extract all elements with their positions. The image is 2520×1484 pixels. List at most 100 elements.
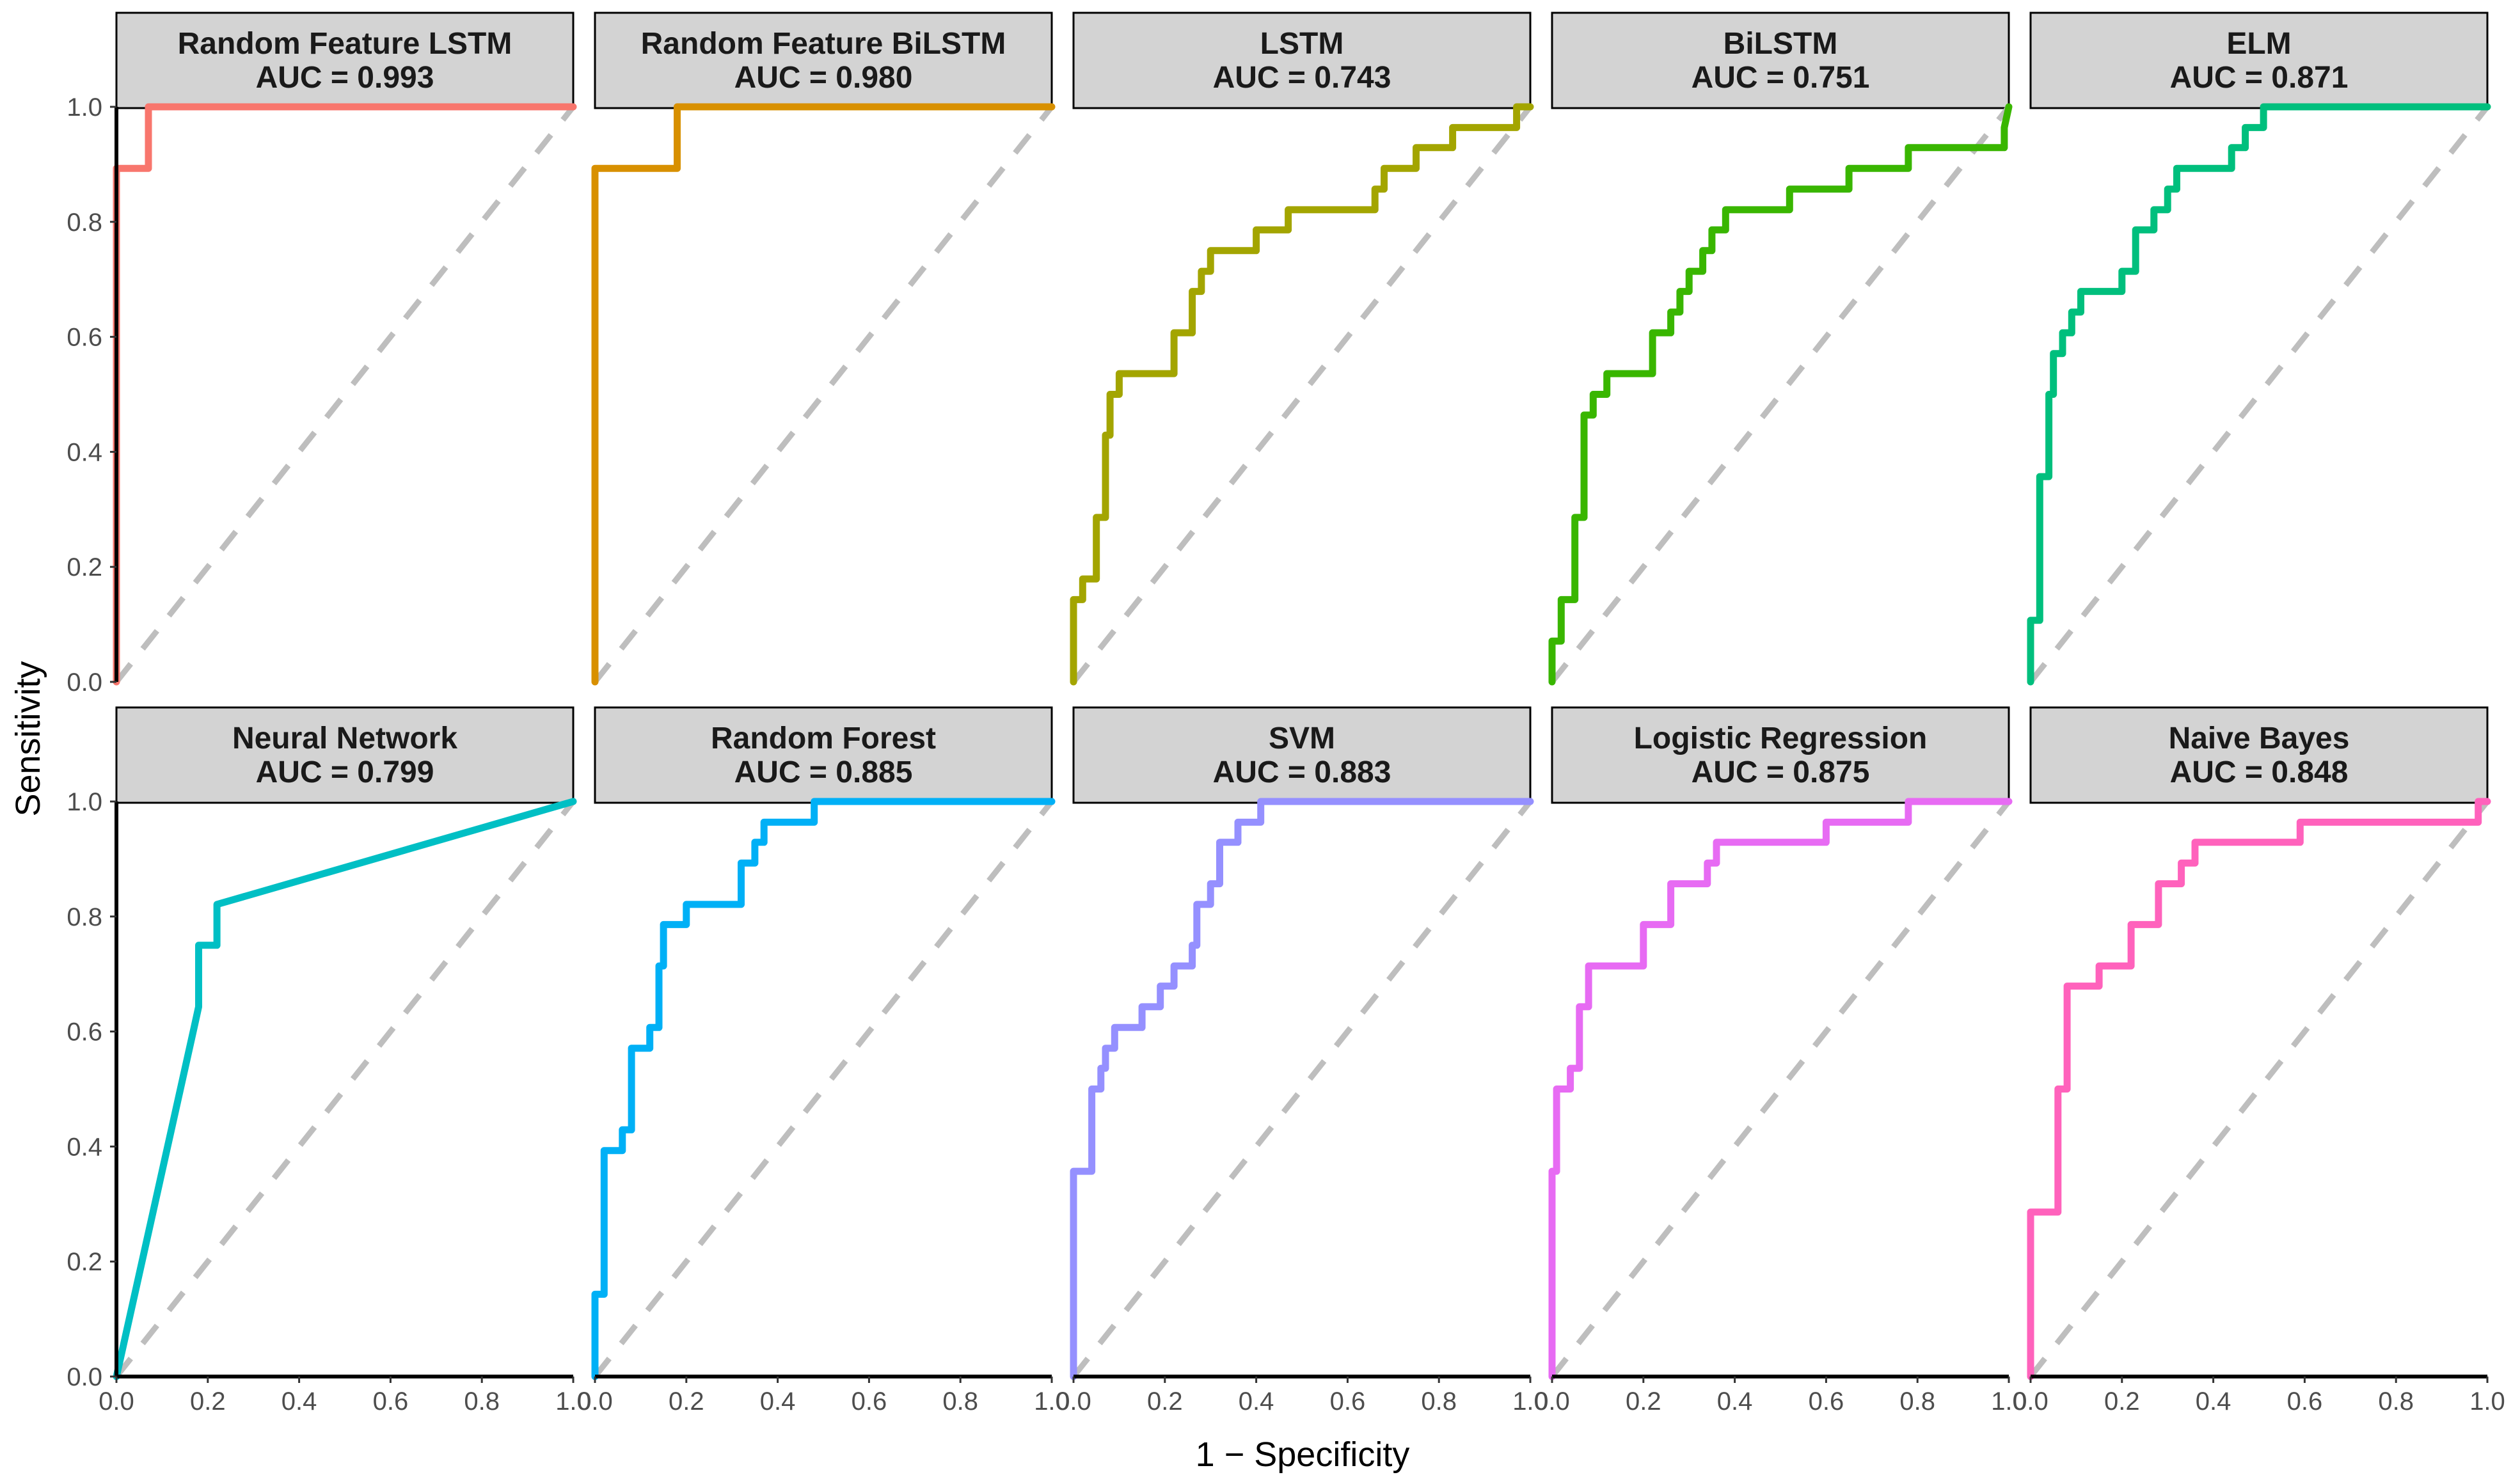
y-tick-label: 0.2 [67,553,102,581]
x-tick-label: 0.2 [2104,1387,2140,1416]
x-tick-label: 0.6 [373,1387,409,1416]
y-tick-label: 0.6 [67,324,102,352]
x-tick-label: 0.0 [1056,1387,1091,1416]
x-tick-label: 0.4 [1239,1387,1274,1416]
panel-title: ELM [2226,27,2291,61]
x-tick-label: 0.8 [1421,1387,1457,1416]
x-tick-label: 0.6 [852,1387,887,1416]
y-tick-label: 0.4 [67,1133,102,1161]
x-tick-label: 0.6 [1330,1387,1366,1416]
panel-title: SVM [1269,722,1335,755]
roc-curve [2027,798,2491,1380]
panel-auc-label: AUC = 0.883 [1213,755,1391,789]
panel-auc-label: AUC = 0.993 [256,61,434,95]
y-tick-label: 0.4 [67,438,102,466]
panel-auc-label: AUC = 0.751 [1692,61,1870,95]
x-tick-label: 1.0 [1512,1387,1548,1416]
roc-curve [1548,103,2013,686]
x-tick-label: 0.6 [2287,1387,2323,1416]
panel-title: Naive Bayes [2169,722,2350,755]
reference-diagonal [2028,800,2490,1378]
y-tick-label: 0.0 [67,1363,102,1391]
panel-auc-label: AUC = 0.848 [2170,755,2349,789]
roc-curve [591,798,1056,1380]
x-tick-label: 0.8 [942,1387,978,1416]
roc-curve [1070,798,1534,1380]
x-tick-label: 0.4 [760,1387,796,1416]
panel-auc-label: AUC = 0.743 [1213,61,1391,95]
panel-strip [1072,12,1532,109]
x-tick-label: 0.0 [577,1387,613,1416]
y-tick-label: 0.0 [67,668,102,697]
roc-curve [591,103,1056,686]
x-tick-label: 1.0 [1991,1387,2027,1416]
panel-title: Logistic Regression [1634,722,1928,755]
reference-diagonal [2028,105,2490,684]
panel-auc-label: AUC = 0.799 [256,755,434,789]
x-tick-label: 0.4 [2196,1387,2231,1416]
x-tick-label: 0.2 [190,1387,226,1416]
reference-diagonal [114,800,576,1378]
x-tick-label: 0.2 [1147,1387,1183,1416]
panel-title: Random Forest [711,722,936,755]
y-tick-label: 0.6 [67,1018,102,1046]
reference-diagonal [592,105,1054,684]
panel-strip [2029,706,2489,804]
panel-strip [1551,12,2010,109]
roc-curve [113,798,577,1380]
panel-title: Random Feature BiLSTM [641,27,1006,61]
x-tick-label: 0.0 [1534,1387,1570,1416]
panel-auc-label: AUC = 0.871 [2170,61,2349,95]
x-tick-label: 0.6 [1809,1387,1844,1416]
panel-title: Neural Network [232,722,457,755]
panel-title: BiLSTM [1724,27,1838,61]
panel-auc-label: AUC = 0.885 [734,755,913,789]
x-axis-title: 1 − Specificity [1196,1435,1410,1474]
x-tick-label: 0.0 [99,1387,134,1416]
roc-curve [1548,798,2013,1380]
reference-diagonal [1071,800,1533,1378]
reference-diagonal [592,800,1054,1378]
y-tick-label: 1.0 [67,93,102,122]
panel-auc-label: AUC = 0.980 [734,61,913,95]
reference-diagonal [1549,800,2011,1378]
x-tick-label: 0.8 [1899,1387,1935,1416]
x-tick-label: 0.8 [464,1387,500,1416]
y-tick-label: 0.8 [67,209,102,237]
panel-strip [594,12,1053,109]
x-tick-label: 0.8 [2378,1387,2414,1416]
x-tick-label: 0.2 [669,1387,704,1416]
y-axis-title: Sensitivity [9,661,47,816]
panel-strip [2029,12,2489,109]
x-tick-label: 0.2 [1626,1387,1661,1416]
y-tick-label: 0.8 [67,903,102,931]
reference-diagonal [114,105,576,684]
x-tick-label: 1.0 [1034,1387,1070,1416]
x-tick-label: 1.0 [2469,1387,2505,1416]
panel-strip [115,12,575,109]
panel-title: Random Feature LSTM [178,27,512,61]
reference-diagonal [1071,105,1533,684]
panel-title: LSTM [1260,27,1344,61]
y-tick-label: 1.0 [67,788,102,816]
x-tick-label: 1.0 [555,1387,591,1416]
reference-diagonal [1549,105,2011,684]
panel-strip [1551,706,2010,804]
panel-auc-label: AUC = 0.875 [1692,755,1870,789]
x-tick-label: 0.0 [2013,1387,2048,1416]
roc-curve [1070,103,1534,686]
panel-strip [115,706,575,804]
x-tick-label: 0.4 [281,1387,317,1416]
y-tick-label: 0.2 [67,1248,102,1276]
